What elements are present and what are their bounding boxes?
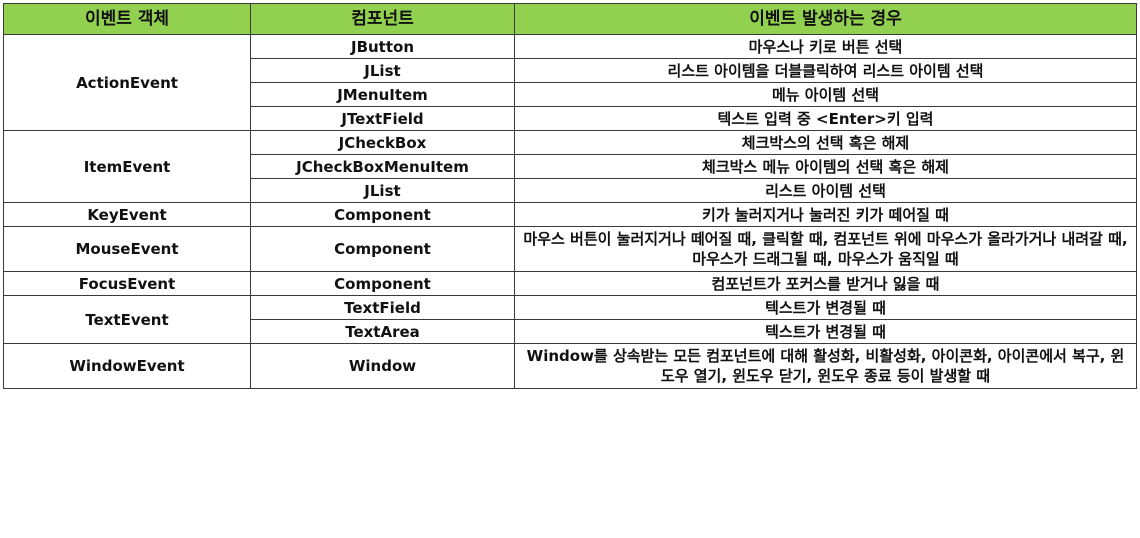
description-cell: 마우스 버튼이 눌러지거나 떼어질 때, 클릭할 때, 컴포넌트 위에 마우스가…: [514, 226, 1137, 272]
component-cell: Window: [250, 343, 515, 389]
table-row: TextArea 텍스트가 변경될 때: [4, 319, 1137, 344]
description-cell: 리스트 아이템을 더블클릭하여 리스트 아이템 선택: [514, 58, 1137, 83]
table-row: KeyEvent Component 키가 눌러지거나 눌러진 키가 떼어질 때: [3, 202, 1137, 227]
component-cell: JTextField: [250, 106, 515, 131]
event-cell: ItemEvent: [3, 130, 251, 203]
component-cell: TextField: [250, 295, 515, 320]
component-cell: Component: [250, 202, 515, 227]
component-cell: Component: [250, 226, 515, 272]
table-row: ActionEvent JButton 마우스나 키로 버튼 선택: [3, 34, 1137, 131]
table-row: JList 리스트 아이템을 더블클릭하여 리스트 아이템 선택: [4, 58, 1137, 83]
component-cell: JList: [250, 178, 515, 203]
table-row: JCheckBoxMenuItem 체크박스 메뉴 아이템의 선택 혹은 해제: [4, 154, 1137, 179]
header-event-object: 이벤트 객체: [3, 3, 251, 35]
event-cell: MouseEvent: [3, 226, 251, 272]
component-cell: TextArea: [250, 319, 515, 344]
header-event-cases: 이벤트 발생하는 경우: [514, 3, 1137, 35]
description-cell: 키가 눌러지거나 눌러진 키가 떼어질 때: [514, 202, 1137, 227]
component-cell: JCheckBox: [250, 130, 515, 155]
component-cell: JButton: [250, 34, 515, 59]
event-cell: WindowEvent: [3, 343, 251, 389]
table-row: JList 리스트 아이템 선택: [4, 178, 1137, 203]
table-row: ItemEvent JCheckBox 체크박스의 선택 혹은 해제: [3, 130, 1137, 203]
description-cell: 텍스트 입력 중 <Enter>키 입력: [514, 106, 1137, 131]
header-row: 이벤트 객체 컴포넌트 이벤트 발생하는 경우: [3, 3, 1137, 35]
table-row: WindowEvent Window Window를 상속받는 모든 컴포넌트에…: [3, 343, 1137, 389]
component-cell: Component: [250, 271, 515, 296]
table-row: JMenuItem 메뉴 아이템 선택: [4, 82, 1137, 107]
event-cell: FocusEvent: [3, 271, 251, 296]
description-cell: 텍스트가 변경될 때: [514, 295, 1137, 320]
table-row: TextEvent TextField 텍스트가 변경될 때: [3, 295, 1137, 344]
component-cell: JList: [250, 58, 515, 83]
description-cell: 텍스트가 변경될 때: [514, 319, 1137, 344]
table-row: JTextField 텍스트 입력 중 <Enter>키 입력: [4, 106, 1137, 131]
event-table-container: 이벤트 객체 컴포넌트 이벤트 발생하는 경우 ActionEvent JBut…: [3, 3, 1137, 389]
component-cell: JMenuItem: [250, 82, 515, 107]
table-row: MouseEvent Component 마우스 버튼이 눌러지거나 떼어질 때…: [3, 226, 1137, 272]
description-cell: 컴포넌트가 포커스를 받거나 잃을 때: [514, 271, 1137, 296]
event-table: 이벤트 객체 컴포넌트 이벤트 발생하는 경우 ActionEvent JBut…: [3, 3, 1137, 389]
description-cell: 메뉴 아이템 선택: [514, 82, 1137, 107]
event-cell: KeyEvent: [3, 202, 251, 227]
description-cell: 체크박스의 선택 혹은 해제: [514, 130, 1137, 155]
table-row: FocusEvent Component 컴포넌트가 포커스를 받거나 잃을 때: [3, 271, 1137, 296]
header-component: 컴포넌트: [250, 3, 515, 35]
description-cell: 마우스나 키로 버튼 선택: [514, 34, 1137, 59]
description-cell: 리스트 아이템 선택: [514, 178, 1137, 203]
description-cell: Window를 상속받는 모든 컴포넌트에 대해 활성화, 비활성화, 아이콘화…: [514, 343, 1137, 389]
description-cell: 체크박스 메뉴 아이템의 선택 혹은 해제: [514, 154, 1137, 179]
event-cell: ActionEvent: [3, 34, 251, 131]
event-cell: TextEvent: [3, 295, 251, 344]
component-cell: JCheckBoxMenuItem: [250, 154, 515, 179]
